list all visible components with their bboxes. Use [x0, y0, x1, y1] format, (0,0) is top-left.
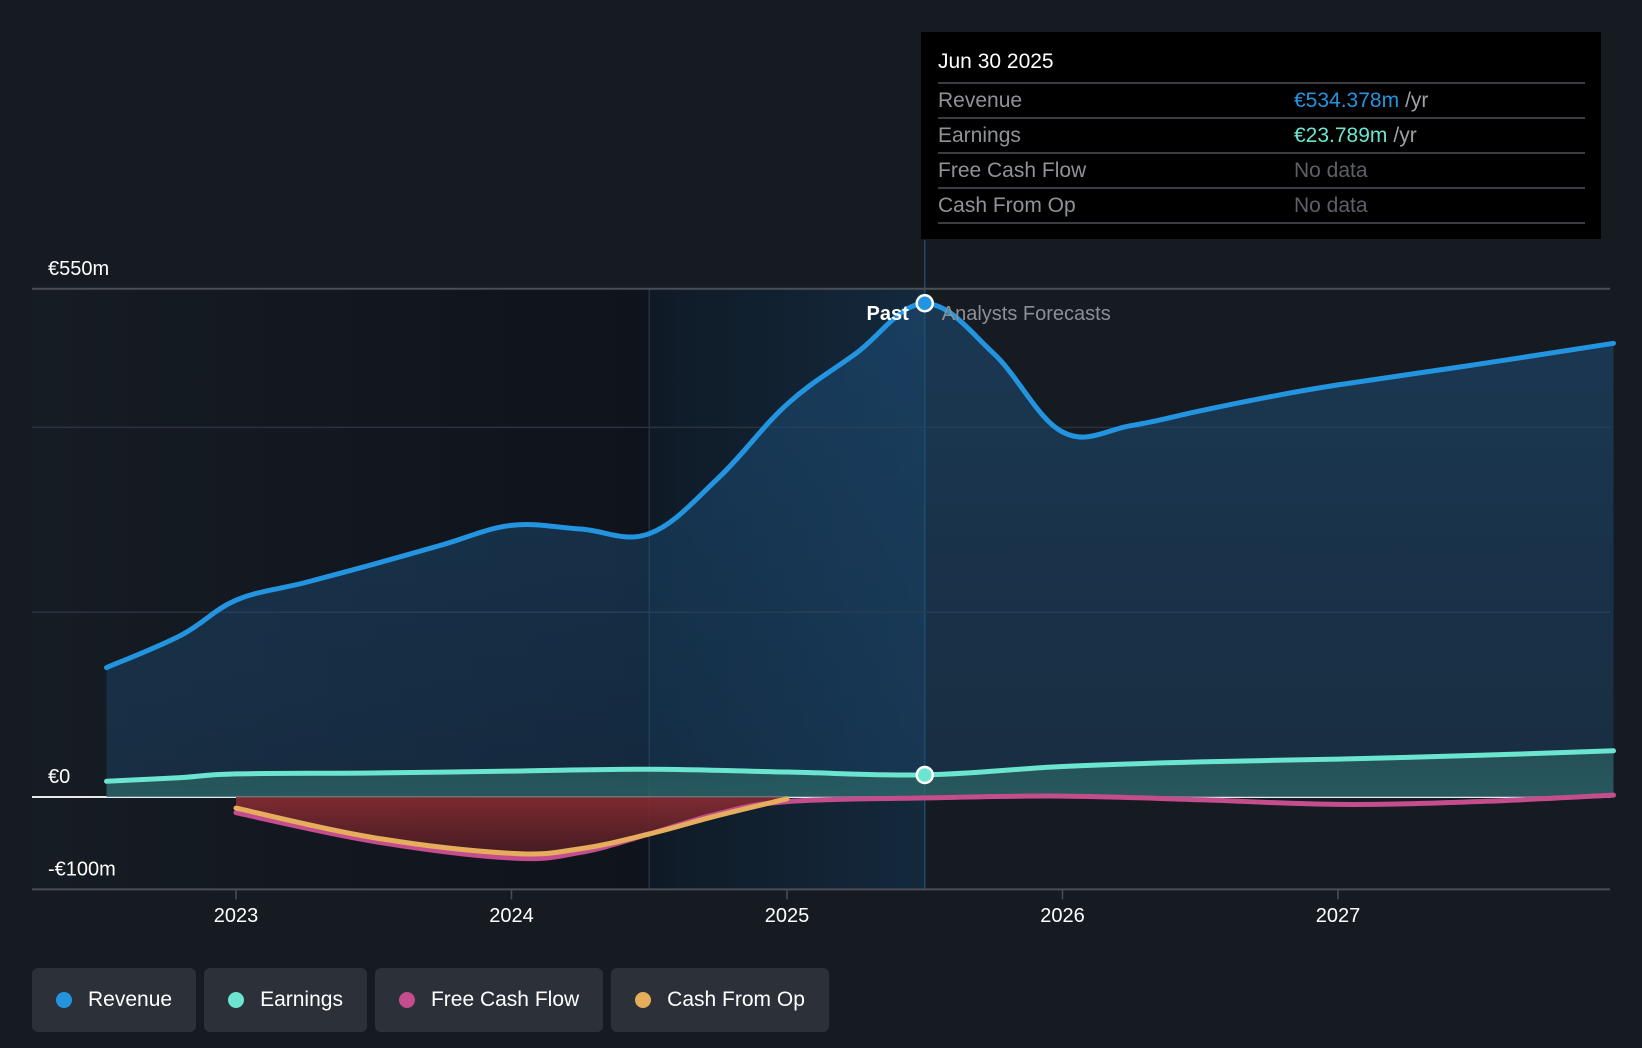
tooltip-label: Cash From Op — [938, 194, 1076, 217]
earnings-hover-marker — [915, 765, 934, 785]
tooltip-label: Earnings — [938, 124, 1021, 147]
revenue-area — [106, 303, 1614, 797]
tooltip-value: No data — [1294, 194, 1368, 217]
tooltip-value: €23.789m — [1294, 124, 1388, 147]
tooltip-row-free-cash-flow: Free Cash Flow No data — [938, 154, 1585, 189]
tooltip-row-cash-from-op: Cash From Op No data — [938, 189, 1585, 224]
earnings-line — [104, 748, 1616, 784]
free-cash-flow-line — [233, 792, 1616, 862]
legend-item-free-cash-flow[interactable]: Free Cash Flow — [374, 968, 604, 1032]
tooltip: Jun 30 2025 Revenue €534.378m /yr Earnin… — [921, 32, 1601, 239]
free-cash-flow-dot-icon — [398, 992, 415, 1008]
cash-from-op-area — [236, 797, 787, 854]
legend-label: Free Cash Flow — [430, 988, 580, 1011]
tooltip-row-earnings: Earnings €23.789m /yr — [938, 119, 1585, 154]
revenue-hover-marker — [915, 293, 934, 313]
y-tick-label: €0 — [48, 766, 70, 788]
tooltip-value: €534.378m — [1294, 89, 1400, 112]
tooltip-label: Revenue — [938, 89, 1023, 112]
x-tick-label: 2024 — [489, 905, 534, 927]
x-tick-label: 2025 — [765, 905, 810, 927]
tooltip-value: No data — [1294, 159, 1368, 182]
legend-label: Cash From Op — [667, 988, 805, 1011]
x-tick-label: 2027 — [1316, 905, 1361, 927]
earnings-dot-icon — [228, 992, 245, 1008]
revenue-dot-icon — [56, 992, 72, 1008]
tooltip-label: Free Cash Flow — [938, 159, 1087, 182]
forecast-label: Analysts Forecasts — [942, 303, 1111, 325]
legend-item-earnings[interactable]: Earnings — [204, 968, 367, 1032]
cash-from-op-dot-icon — [635, 992, 652, 1008]
legend: Revenue Earnings Free Cash Flow Cash Fro… — [32, 968, 829, 1032]
tooltip-unit: /yr — [1405, 89, 1429, 112]
tooltip-unit: /yr — [1393, 124, 1417, 147]
y-tick-label: €550m — [48, 258, 109, 280]
legend-label: Revenue — [88, 988, 173, 1011]
x-tick-label: 2023 — [214, 905, 259, 927]
legend-item-revenue[interactable]: Revenue — [32, 968, 197, 1032]
revenue-line — [104, 301, 1616, 671]
past-label: Past — [867, 303, 910, 325]
x-tick-label: 2026 — [1040, 905, 1085, 927]
legend-label: Earnings — [260, 988, 343, 1011]
tooltip-date: Jun 30 2025 — [938, 46, 1585, 84]
tooltip-row-revenue: Revenue €534.378m /yr — [938, 84, 1585, 119]
legend-item-cash-from-op[interactable]: Cash From Op — [611, 968, 829, 1032]
y-tick-label: -€100m — [48, 858, 116, 880]
cash-from-op-line — [233, 796, 790, 857]
